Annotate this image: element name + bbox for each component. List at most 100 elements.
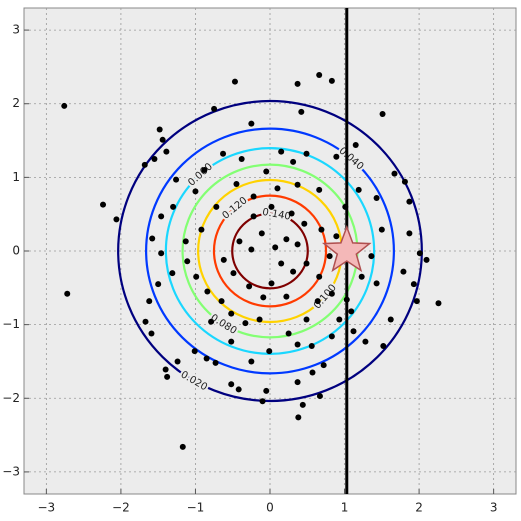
data-point [303,150,310,157]
contour-line [231,212,309,290]
data-point [288,210,295,217]
data-point [158,213,165,220]
data-point [142,318,149,325]
y-tick-label: 0 [12,244,20,258]
data-point [246,283,253,290]
data-point [328,290,335,297]
data-point [228,381,235,388]
data-point [298,108,305,115]
data-point [295,414,302,421]
data-point [156,126,163,133]
star-marker [321,224,372,273]
data-point [406,198,413,205]
data-point [266,348,273,355]
data-point [203,355,210,362]
data-point [174,358,181,365]
data-point [184,258,191,265]
data-point [350,328,357,335]
data-point [250,213,257,220]
data-point [373,194,380,201]
data-point [158,250,165,257]
y-tick-label: 1 [12,170,20,184]
data-point [155,281,162,288]
data-point [236,238,243,245]
data-point [320,362,327,369]
data-point [272,244,279,251]
data-point [316,72,323,79]
data-point [228,310,235,317]
data-point [379,111,386,118]
data-point [301,220,308,227]
data-point [328,333,335,340]
data-point [314,298,321,305]
data-point [416,250,423,257]
data-point [294,379,301,386]
data-point [373,280,380,287]
data-point [204,288,211,295]
data-point [191,348,198,355]
data-point [250,193,257,200]
data-point [149,235,156,242]
data-point [64,290,71,297]
data-point [435,300,442,307]
data-point [303,316,310,323]
data-point [248,120,255,127]
data-point [410,281,417,288]
data-point [159,136,166,143]
data-point [348,308,355,315]
data-point [179,443,186,450]
data-point [406,230,413,237]
data-point [211,105,218,112]
data-point [328,77,335,84]
data-point [169,270,176,277]
data-point [309,369,316,376]
data-point [256,316,263,323]
data-point [148,330,155,337]
data-point [423,256,430,263]
x-tick-label: −3 [38,501,56,515]
data-point [220,150,227,157]
x-tick-label: −2 [112,501,130,515]
data-point [294,241,301,248]
data-point [259,398,266,405]
data-point [238,155,245,162]
data-point [113,216,120,223]
x-tick-label: 1 [341,501,349,515]
data-point [278,148,285,155]
contour-line [212,194,328,308]
data-point [231,78,238,85]
data-point [400,268,407,275]
x-tick-label: 3 [490,501,498,515]
data-point [263,168,270,175]
x-tick-label: 2 [415,501,423,515]
data-point [378,226,385,233]
data-point [260,294,267,301]
data-point [299,401,306,408]
data-point [162,366,169,373]
data-point [290,268,297,275]
data-point [326,253,333,260]
data-point [235,386,242,393]
data-point [387,316,394,323]
data-point [212,359,219,366]
data-point [163,148,170,155]
data-point [268,203,275,210]
data-point [218,298,225,305]
data-point [294,181,301,188]
data-point [401,178,408,185]
data-point [274,185,281,192]
data-point [368,253,375,260]
data-point [61,102,68,109]
data-point [355,186,362,193]
y-tick-label: 2 [12,96,20,110]
data-point [248,358,255,365]
data-point [303,260,310,267]
y-tick-label: −3 [2,464,20,478]
contour-line [145,127,395,375]
data-point [164,373,171,380]
data-point [213,203,220,210]
data-point [208,318,215,325]
data-point [316,273,323,280]
data-point [413,298,420,305]
